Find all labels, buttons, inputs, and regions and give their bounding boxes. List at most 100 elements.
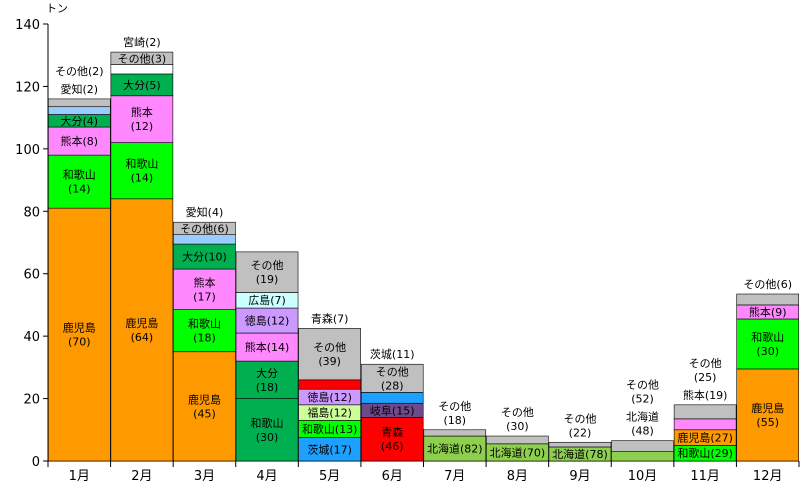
segment-label: (30) bbox=[256, 431, 279, 444]
segment-label: 徳島(12) bbox=[307, 390, 352, 404]
segment-label: 熊本(9) bbox=[749, 305, 787, 319]
x-axis-ticks: 1月 2月 3月 4月 5月 6月 7月 8月 9月 10月 11月 12月 bbox=[69, 469, 783, 484]
bar-segment bbox=[736, 368, 800, 462]
bar-segment bbox=[298, 379, 361, 390]
segment-label: 鹿児島 bbox=[125, 316, 158, 330]
bar-segment bbox=[173, 268, 236, 310]
segment-label: 北海道(70) bbox=[490, 445, 546, 459]
bar-segment bbox=[235, 307, 299, 334]
segment-label: (14) bbox=[68, 183, 91, 196]
segment-label: その他(2) bbox=[55, 65, 104, 78]
x-tick-label: 12月 bbox=[753, 469, 783, 484]
segment-label: 和歌山 bbox=[63, 168, 96, 182]
x-tick-label: 7月 bbox=[444, 469, 465, 484]
y-tick-label: 60 bbox=[23, 268, 40, 283]
segment-label: (30) bbox=[756, 345, 779, 358]
bar-segment bbox=[110, 95, 174, 143]
segment-label: (45) bbox=[193, 407, 216, 420]
segment-label: 茨城(17) bbox=[307, 442, 352, 456]
bar-segment bbox=[736, 318, 800, 370]
segment-label: 青森(7) bbox=[311, 311, 349, 325]
segment-label: 愛知(2) bbox=[60, 82, 98, 96]
bar-segment bbox=[173, 234, 236, 245]
segment-label: (52) bbox=[631, 393, 654, 406]
segment-label: その他(6) bbox=[743, 278, 792, 291]
segment-label: 北海道(78) bbox=[552, 447, 608, 461]
bar-segment bbox=[235, 332, 299, 362]
segment-label: 鹿児島 bbox=[751, 401, 784, 415]
segment-label: 熊本(19) bbox=[683, 388, 728, 402]
bar-segment bbox=[360, 363, 424, 393]
bar-segment bbox=[298, 328, 361, 381]
x-tick-label: 6月 bbox=[382, 469, 403, 484]
x-tick-label: 5月 bbox=[319, 469, 340, 484]
segment-label: (25) bbox=[694, 371, 717, 384]
bar-segment bbox=[173, 221, 236, 235]
bar-segment bbox=[423, 429, 487, 437]
segment-label: その他(3) bbox=[118, 52, 167, 65]
bar-segment bbox=[173, 351, 236, 462]
bar-segment bbox=[360, 416, 424, 462]
segment-label: 北海道(82) bbox=[427, 442, 483, 456]
segment-label: 徳島(12) bbox=[245, 314, 290, 328]
segment-label: 北海道 bbox=[626, 410, 659, 424]
bar-segment bbox=[47, 207, 111, 462]
segment-label: 愛知(4) bbox=[186, 205, 224, 219]
segment-label: その他 bbox=[626, 379, 659, 392]
segment-label: その他 bbox=[501, 406, 534, 419]
bar-segment bbox=[235, 360, 299, 399]
segment-label: (70) bbox=[68, 336, 91, 349]
segment-label: (12) bbox=[131, 120, 154, 133]
segment-label: (18) bbox=[193, 332, 216, 345]
segment-label: 大分(4) bbox=[60, 114, 98, 128]
segment-label: 熊本 bbox=[193, 275, 215, 289]
y-tick-label: 20 bbox=[23, 393, 40, 408]
segment-label: 鹿児島 bbox=[188, 392, 221, 406]
bar-segment bbox=[235, 251, 299, 293]
segment-label: 宮崎(2) bbox=[123, 35, 161, 49]
y-unit-label: トン bbox=[46, 2, 68, 15]
bar-segment bbox=[110, 142, 174, 200]
y-tick-label: 80 bbox=[23, 205, 40, 220]
x-tick-label: 10月 bbox=[628, 469, 658, 484]
segment-label: 大分 bbox=[256, 366, 278, 380]
segment-label: (28) bbox=[381, 379, 404, 392]
bar-segment bbox=[673, 418, 737, 431]
bar-segment bbox=[110, 51, 174, 65]
segment-label: (55) bbox=[756, 416, 779, 429]
bar-segment bbox=[47, 106, 111, 115]
bar-segment bbox=[173, 309, 236, 353]
segment-label: 熊本(8) bbox=[60, 134, 98, 148]
segment-label: 茨城(11) bbox=[370, 347, 415, 361]
segment-label: 和歌山(29) bbox=[677, 446, 733, 460]
segment-label: 和歌山 bbox=[188, 317, 221, 331]
segment-label: (18) bbox=[443, 414, 466, 427]
segment-label: 鹿児島 bbox=[63, 321, 96, 335]
segment-label: (22) bbox=[569, 426, 592, 439]
x-tick-label: 1月 bbox=[69, 469, 90, 484]
segment-label: 和歌山 bbox=[751, 330, 784, 344]
bar-segment bbox=[110, 198, 174, 462]
segment-label: 大分(5) bbox=[123, 78, 161, 92]
segment-label: その他 bbox=[313, 341, 346, 354]
bar-segment bbox=[235, 398, 299, 462]
segment-label: 和歌山(13) bbox=[302, 422, 358, 436]
segment-label: (18) bbox=[256, 381, 279, 394]
chart-bars bbox=[47, 51, 800, 462]
bar-segment bbox=[611, 451, 674, 462]
x-tick-label: 2月 bbox=[131, 469, 152, 484]
y-tick-label: 100 bbox=[15, 143, 40, 158]
x-tick-label: 3月 bbox=[194, 469, 215, 484]
segment-label: 鹿児島(27) bbox=[677, 431, 733, 445]
y-tick-label: 140 bbox=[15, 18, 40, 33]
segment-label: 和歌山 bbox=[125, 157, 158, 171]
segment-label: その他 bbox=[438, 400, 471, 413]
segment-label: 福島(12) bbox=[307, 406, 352, 420]
segment-label: (39) bbox=[318, 355, 341, 368]
segment-label: その他 bbox=[251, 259, 284, 272]
x-tick-label: 8月 bbox=[507, 469, 528, 484]
bar-segment bbox=[486, 435, 549, 445]
bar-segment bbox=[360, 392, 424, 404]
bar-segment bbox=[110, 64, 174, 75]
